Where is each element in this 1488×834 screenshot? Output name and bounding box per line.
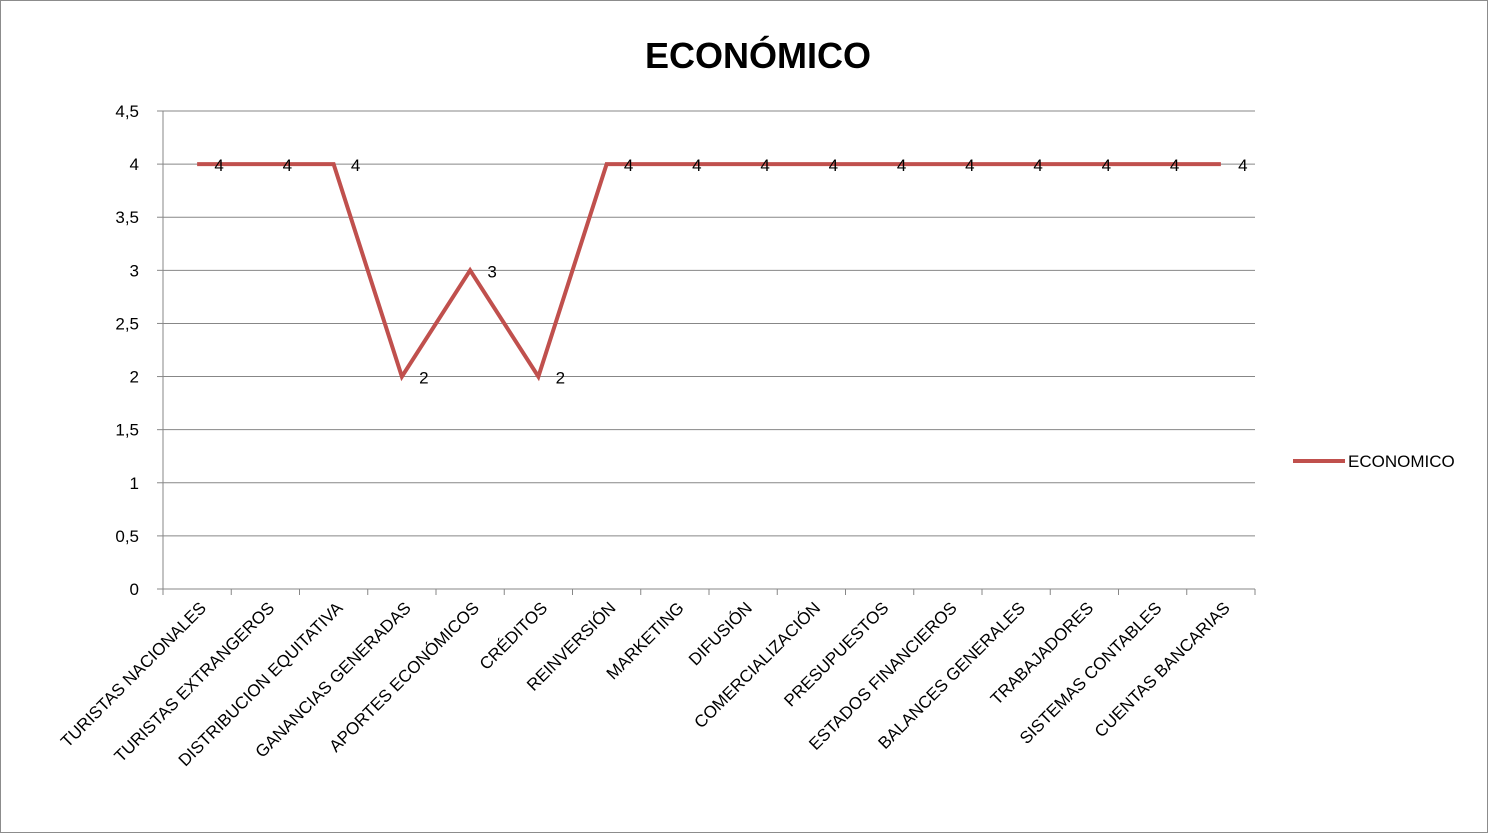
x-category-label: DIFUSIÓN xyxy=(685,598,756,669)
y-tick-label: 4,5 xyxy=(115,102,139,121)
x-category-label: COMERCIALIZACIÓN xyxy=(691,598,825,732)
y-tick-label: 3 xyxy=(130,261,139,280)
data-label: 4 xyxy=(897,156,906,175)
x-category-label: CRÉDITOS xyxy=(476,598,551,673)
data-label: 4 xyxy=(1170,156,1179,175)
legend-label: ECONOMICO xyxy=(1348,452,1455,471)
y-tick-label: 1,5 xyxy=(115,421,139,440)
series-line xyxy=(197,162,1221,382)
chart-title: ECONÓMICO xyxy=(645,34,871,76)
y-tick-label: 0,5 xyxy=(115,527,139,546)
y-tick-label: 4 xyxy=(130,155,139,174)
data-labels: 4 4 4 2 3 2 4 4 4 4 4 4 4 4 4 4 xyxy=(214,156,1247,387)
y-tick-label: 0 xyxy=(130,580,139,599)
y-tick-label: 3,5 xyxy=(115,208,139,227)
legend: ECONOMICO xyxy=(1293,452,1455,471)
axes xyxy=(157,110,1256,595)
y-axis-tick-labels: 0 0,5 1 1,5 2 2,5 3 3,5 4 4,5 xyxy=(115,102,139,599)
y-tick-label: 2,5 xyxy=(115,314,139,333)
data-label: 4 xyxy=(351,156,360,175)
data-label: 4 xyxy=(829,156,838,175)
data-label: 2 xyxy=(419,369,428,388)
y-tick-label: 2 xyxy=(130,368,139,387)
data-label: 4 xyxy=(1238,156,1247,175)
data-label: 4 xyxy=(1033,156,1042,175)
data-label: 4 xyxy=(1102,156,1111,175)
y-tick-label: 1 xyxy=(130,474,139,493)
series-lines xyxy=(197,162,1221,382)
data-label: 4 xyxy=(283,156,292,175)
data-label: 2 xyxy=(556,369,565,388)
data-label: 4 xyxy=(965,156,974,175)
data-label: 3 xyxy=(487,262,496,281)
gridlines xyxy=(163,110,1255,537)
data-label: 4 xyxy=(760,156,769,175)
x-category-label: CUENTAS BANCARIAS xyxy=(1091,598,1234,741)
x-category-label: SISTEMAS CONTABLES xyxy=(1016,598,1165,747)
data-label: 4 xyxy=(214,156,223,175)
data-label: 4 xyxy=(692,156,701,175)
data-label: 4 xyxy=(624,156,633,175)
